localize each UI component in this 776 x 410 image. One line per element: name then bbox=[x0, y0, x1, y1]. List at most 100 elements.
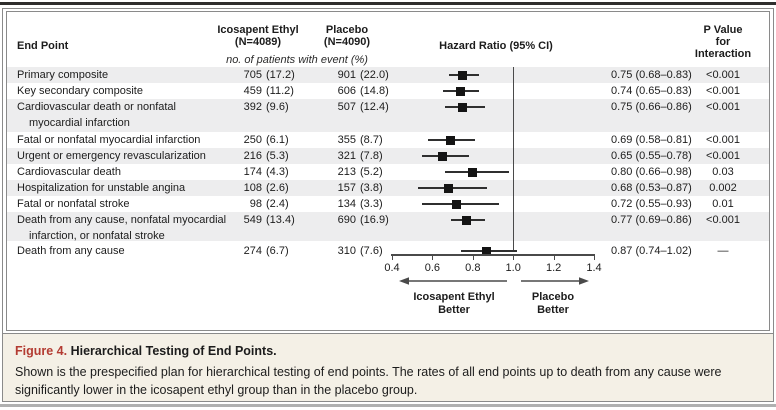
p-value: <0.001 bbox=[706, 150, 740, 162]
hazard-ratio-marker bbox=[452, 199, 462, 209]
table-row: Cardiovascular death 174 (4.3) 213 (5.2) 0.80… bbox=[7, 164, 769, 180]
icosapent-count: 98 bbox=[249, 198, 262, 210]
p-value: 0.01 bbox=[712, 198, 734, 210]
p-value: <0.001 bbox=[706, 214, 740, 226]
icosapent-count: 274 bbox=[243, 245, 262, 257]
hazard-ratio-value: 0.68 (0.53–0.87) bbox=[611, 182, 692, 194]
icosapent-percent: (4.3) bbox=[266, 166, 289, 178]
table-row: Primary composite 705 (17.2) 901 (22.0) 0.75 … bbox=[7, 67, 769, 83]
icosapent-column-header: Icosapent Ethyl (N=4089) bbox=[217, 24, 298, 48]
placebo-column-n: (N=4090) bbox=[323, 36, 371, 48]
better-left-arrow-icon bbox=[399, 277, 507, 285]
icosapent-count: 250 bbox=[243, 134, 262, 146]
placebo-count: 310 bbox=[337, 245, 356, 257]
placebo-percent: (3.3) bbox=[360, 198, 383, 210]
x-axis-tick-label: 1.2 bbox=[545, 262, 562, 274]
placebo-column-header: Placebo (N=4090) bbox=[324, 24, 370, 48]
icosapent-count: 705 bbox=[243, 69, 262, 81]
figure-frame: End Point Icosapent Ethyl (N=4089) Place… bbox=[2, 8, 774, 402]
icosapent-percent: (6.1) bbox=[266, 134, 289, 146]
figure-number-label: Figure 4. bbox=[15, 344, 68, 358]
hazard-ratio-value: 0.75 (0.66–0.86) bbox=[611, 101, 692, 113]
table-row: Urgent or emergency revascularization 216… bbox=[7, 148, 769, 164]
x-axis-tick bbox=[472, 255, 474, 260]
hazard-ratio-marker bbox=[456, 86, 466, 96]
p-value-column-header: P Value for Interaction bbox=[695, 24, 751, 60]
placebo-count: 134 bbox=[337, 198, 356, 210]
endpoint-label: Fatal or nonfatal myocardial infarction bbox=[17, 134, 201, 146]
endpoint-label: Death from any cause, nonfatal myocardia… bbox=[17, 214, 227, 242]
placebo-percent: (7.8) bbox=[360, 150, 383, 162]
figure-bottom-rule bbox=[0, 404, 776, 407]
endpoint-label: Fatal or nonfatal stroke bbox=[17, 198, 130, 210]
caption-title: Hierarchical Testing of End Points. bbox=[70, 344, 277, 358]
p-value: — bbox=[717, 245, 729, 257]
hazard-ratio-marker bbox=[462, 215, 472, 225]
hazard-ratio-marker bbox=[468, 167, 478, 177]
hazard-ratio-value: 0.65 (0.55–0.78) bbox=[611, 150, 692, 162]
x-axis-tick-label: 0.6 bbox=[424, 262, 441, 274]
hazard-ratio-value: 0.74 (0.65–0.83) bbox=[611, 85, 692, 97]
better-right-arrow-icon bbox=[521, 277, 589, 285]
p-value: <0.001 bbox=[706, 85, 740, 97]
icosapent-percent: (17.2) bbox=[266, 69, 295, 81]
table-row: Cardiovascular death or nonfatal myocardi… bbox=[7, 99, 769, 132]
icosapent-column-name: Icosapent Ethyl bbox=[217, 24, 299, 36]
icosapent-percent: (9.6) bbox=[266, 101, 289, 113]
placebo-count: 157 bbox=[337, 182, 356, 194]
p-value: <0.001 bbox=[706, 134, 740, 146]
hazard-ratio-value: 0.75 (0.68–0.83) bbox=[611, 69, 692, 81]
table-row: Key secondary composite 459 (11.2) 606 (14.8… bbox=[7, 83, 769, 99]
x-axis-tick bbox=[553, 255, 555, 260]
icosapent-percent: (6.7) bbox=[266, 245, 289, 257]
endpoint-label: Hospitalization for unstable angina bbox=[17, 182, 186, 194]
figure-caption: Figure 4. Hierarchical Testing of End Po… bbox=[3, 333, 773, 401]
icosapent-count: 549 bbox=[243, 214, 262, 226]
icosapent-count: 392 bbox=[243, 101, 262, 113]
icosapent-count: 459 bbox=[243, 85, 262, 97]
p-value-header-line1: P Value for bbox=[703, 24, 743, 48]
p-value: 0.002 bbox=[709, 182, 737, 194]
icosapent-percent: (2.4) bbox=[266, 198, 289, 210]
x-axis-tick bbox=[392, 255, 393, 260]
endpoint-label: Cardiovascular death or nonfatal myocardi… bbox=[17, 101, 176, 129]
patients-with-event-note: no. of patients with event (%) bbox=[226, 54, 368, 66]
placebo-percent: (22.0) bbox=[360, 69, 389, 81]
hazard-ratio-marker bbox=[444, 183, 454, 193]
table-row: Hospitalization for unstable angina 108 (2… bbox=[7, 180, 769, 196]
caption-body: Shown is the prespecified plan for hiera… bbox=[15, 364, 722, 397]
hazard-ratio-value: 0.72 (0.55–0.93) bbox=[611, 198, 692, 210]
placebo-count: 690 bbox=[337, 214, 356, 226]
x-axis-tick bbox=[513, 255, 515, 260]
x-axis-tick-label: 1.4 bbox=[586, 262, 602, 274]
placebo-count: 213 bbox=[337, 166, 356, 178]
endpoint-label: Key secondary composite bbox=[17, 85, 143, 97]
x-axis-tick bbox=[432, 255, 434, 260]
icosapent-percent: (2.6) bbox=[266, 182, 289, 194]
placebo-percent: (3.8) bbox=[360, 182, 383, 194]
table-row: Death from any cause, nonfatal myocardia… bbox=[7, 212, 769, 242]
placebo-count: 321 bbox=[337, 150, 356, 162]
hazard-ratio-marker bbox=[438, 151, 447, 161]
placebo-count: 507 bbox=[337, 101, 356, 113]
x-axis-tick-label: 0.8 bbox=[465, 262, 481, 274]
icosapent-percent: (5.3) bbox=[266, 150, 289, 162]
icosapent-percent: (13.4) bbox=[266, 214, 295, 226]
icosapent-better-label: Icosapent Ethyl Better bbox=[413, 291, 495, 316]
p-value: <0.001 bbox=[706, 69, 740, 81]
hazard-ratio-marker bbox=[458, 102, 468, 112]
x-axis-tick-label: 0.4 bbox=[384, 262, 400, 274]
hazard-ratio-value: 0.77 (0.69–0.86) bbox=[611, 214, 692, 226]
icosapent-column-n: (N=4089) bbox=[234, 36, 282, 48]
endpoint-column-header: End Point bbox=[17, 40, 69, 52]
hazard-ratio-column-header: Hazard Ratio (95% CI) bbox=[439, 40, 553, 52]
placebo-count: 606 bbox=[337, 85, 356, 97]
hazard-ratio-value: 0.80 (0.66–0.98) bbox=[611, 166, 692, 178]
x-axis-tick-label: 1.0 bbox=[505, 262, 521, 274]
hazard-ratio-value: 0.69 (0.58–0.81) bbox=[611, 134, 692, 146]
icosapent-count: 108 bbox=[243, 182, 262, 194]
placebo-percent: (16.9) bbox=[360, 214, 389, 226]
p-value: <0.001 bbox=[706, 101, 740, 113]
icosapent-count: 174 bbox=[243, 166, 262, 178]
placebo-count: 355 bbox=[337, 134, 356, 146]
